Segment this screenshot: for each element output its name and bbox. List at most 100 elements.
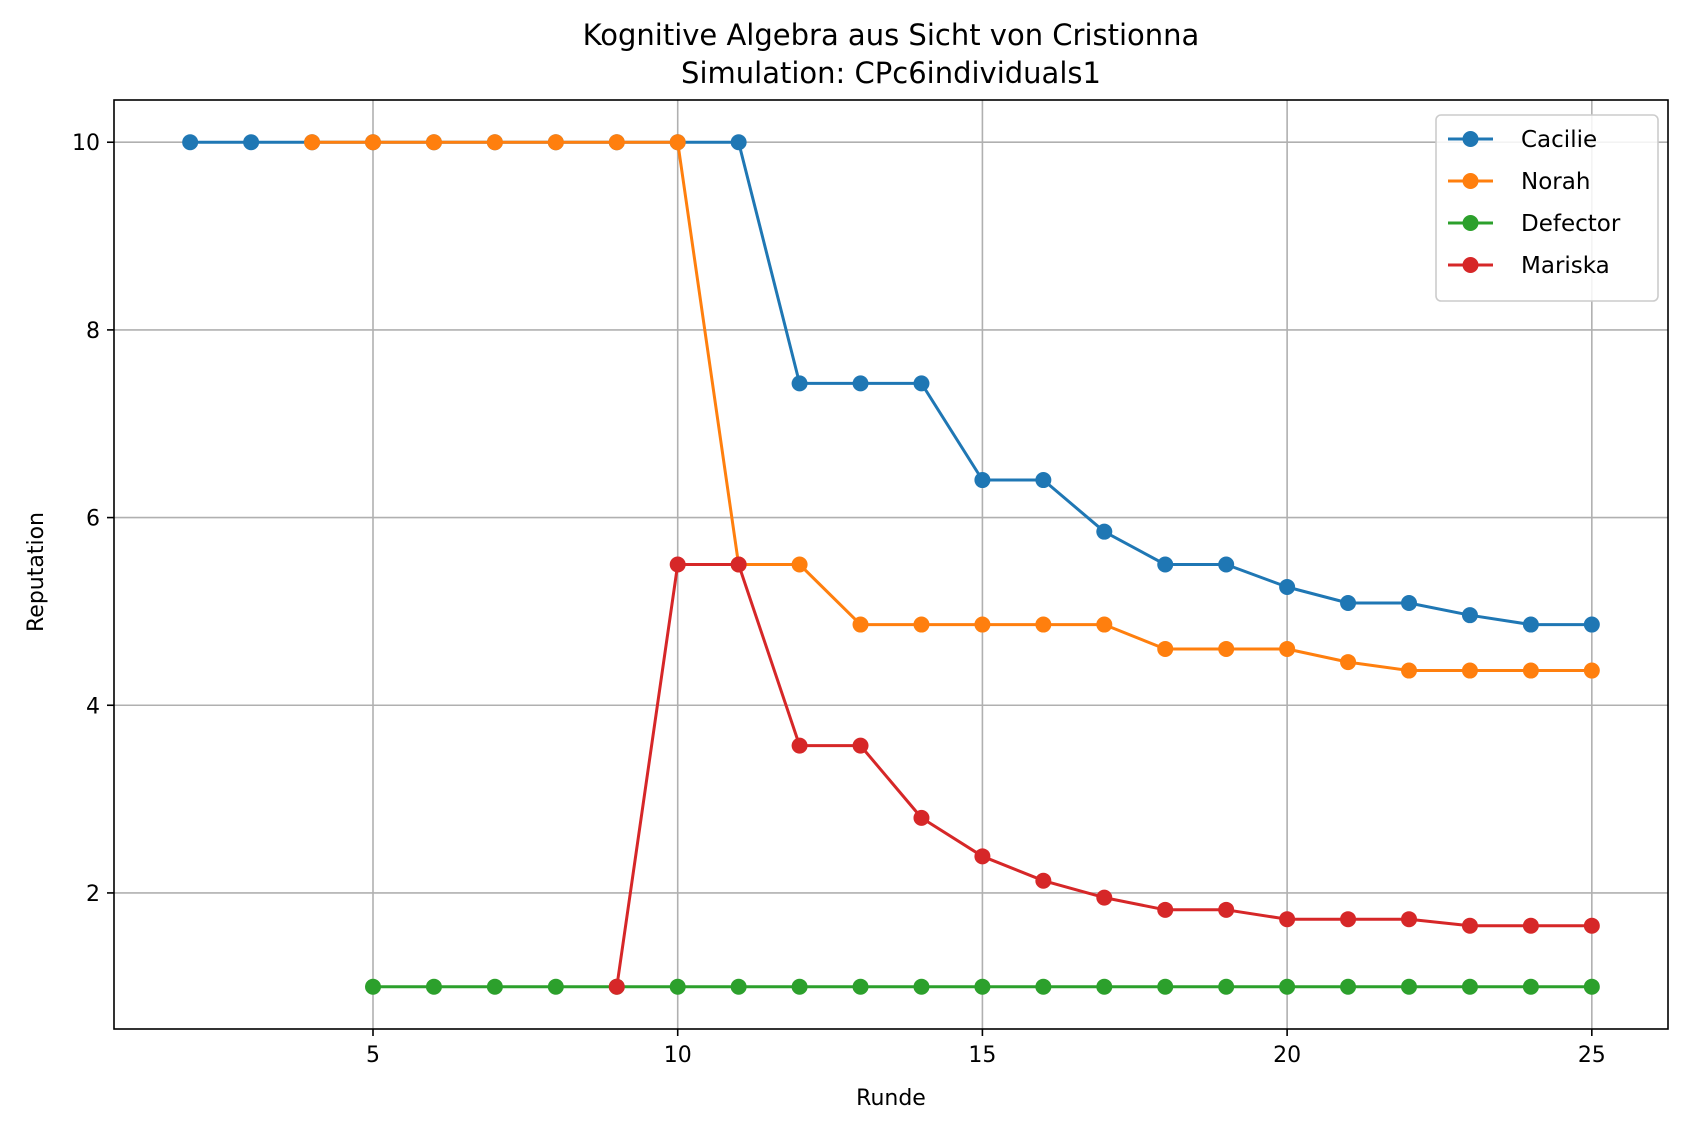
- data-point-mariska: [1218, 901, 1235, 918]
- data-point-norah: [365, 134, 381, 151]
- legend-item-norah: Norah: [1448, 169, 1590, 195]
- data-point-norah: [791, 556, 808, 573]
- legend: Cacilie Norah Defector Mariska: [1435, 114, 1659, 302]
- data-point-cacilie: [243, 134, 260, 151]
- data-point-norah: [913, 616, 930, 633]
- data-point-norah: [1401, 662, 1417, 679]
- x-tick-label: 15: [968, 1043, 996, 1068]
- data-point-defector: [730, 978, 747, 995]
- data-point-mariska: [974, 848, 991, 865]
- legend-label: Cacilie: [1521, 127, 1597, 153]
- data-point-norah: [304, 134, 321, 151]
- data-point-defector: [1157, 978, 1174, 995]
- data-point-defector: [1461, 978, 1478, 995]
- data-point-mariska: [608, 978, 625, 995]
- data-point-defector: [913, 978, 930, 995]
- legend-marker: [1462, 173, 1479, 189]
- data-point-norah: [486, 134, 503, 151]
- x-tick-label: 10: [664, 1043, 692, 1068]
- data-point-defector: [1583, 978, 1600, 995]
- data-point-norah: [974, 616, 991, 633]
- data-point-defector: [1340, 978, 1357, 995]
- data-point-mariska: [791, 737, 808, 754]
- y-tick-label: 6: [86, 507, 100, 532]
- data-point-mariska: [1340, 911, 1357, 928]
- data-point-mariska: [1461, 917, 1478, 934]
- data-point-mariska: [1096, 889, 1113, 906]
- data-point-defector: [669, 978, 686, 995]
- legend-marker: [1462, 131, 1479, 147]
- data-point-cacilie: [1461, 607, 1478, 624]
- data-point-cacilie: [1218, 556, 1235, 573]
- data-point-mariska: [1279, 911, 1296, 928]
- y-tick-label: 4: [86, 694, 100, 719]
- data-point-norah: [425, 134, 442, 151]
- data-point-norah: [1218, 640, 1235, 657]
- data-point-cacilie: [852, 375, 869, 392]
- legend-item-defector: Defector: [1448, 211, 1621, 237]
- data-point-norah: [1279, 640, 1296, 657]
- data-point-defector: [425, 978, 442, 995]
- series-line-norah: [312, 140, 1592, 672]
- data-point-defector: [1218, 978, 1235, 995]
- data-point-cacilie: [1401, 594, 1417, 611]
- data-point-mariska: [1522, 917, 1539, 934]
- data-point-defector: [1522, 978, 1539, 995]
- series-cacilie: [182, 134, 1600, 633]
- data-point-defector: [974, 978, 991, 995]
- data-point-mariska: [1157, 901, 1174, 918]
- data-point-defector: [547, 978, 564, 995]
- x-tick-label: 20: [1273, 1043, 1301, 1068]
- legend-box: [1435, 114, 1659, 302]
- series-mariska: [608, 556, 1600, 995]
- data-point-norah: [1522, 662, 1539, 679]
- legend-marker: [1462, 257, 1479, 273]
- data-point-defector: [852, 978, 869, 995]
- data-point-cacilie: [1583, 616, 1600, 633]
- data-point-norah: [669, 134, 686, 151]
- chart-subtitle: Simulation: CPc6individuals1: [681, 56, 1101, 90]
- series-defector: [365, 978, 1600, 995]
- x-tick-label: 25: [1578, 1043, 1606, 1068]
- y-tick-label: 2: [86, 882, 100, 907]
- data-point-cacilie: [974, 472, 991, 489]
- data-point-norah: [1340, 654, 1357, 671]
- data-point-cacilie: [1157, 556, 1174, 573]
- data-point-norah: [1583, 662, 1600, 679]
- data-point-mariska: [913, 809, 930, 826]
- legend-label: Norah: [1521, 169, 1590, 195]
- data-point-norah: [1035, 616, 1052, 633]
- y-axis-ticks: 2 4 6 8 10: [72, 131, 114, 907]
- data-point-defector: [365, 978, 381, 995]
- data-point-cacilie: [1096, 523, 1113, 540]
- data-point-defector: [1035, 978, 1052, 995]
- data-point-norah: [1461, 662, 1478, 679]
- data-point-cacilie: [791, 375, 808, 392]
- data-point-defector: [791, 978, 808, 995]
- data-point-norah: [1096, 616, 1113, 633]
- data-point-defector: [1401, 978, 1417, 995]
- x-tick-label: 5: [366, 1043, 380, 1068]
- data-point-norah: [852, 616, 869, 633]
- data-point-cacilie: [1279, 579, 1296, 596]
- data-point-cacilie: [182, 134, 199, 151]
- legend-item-mariska: Mariska: [1448, 253, 1610, 279]
- legend-marker: [1462, 215, 1479, 231]
- data-point-cacilie: [1035, 472, 1052, 489]
- data-point-norah: [608, 134, 625, 151]
- data-point-norah: [547, 134, 564, 151]
- y-tick-label: 10: [72, 131, 100, 156]
- data-point-mariska: [1583, 917, 1600, 934]
- legend-item-cacilie: Cacilie: [1448, 127, 1597, 153]
- data-point-defector: [1096, 978, 1113, 995]
- data-point-cacilie: [730, 134, 747, 151]
- data-point-cacilie: [1522, 616, 1539, 633]
- data-point-mariska: [1035, 872, 1052, 889]
- data-point-mariska: [669, 556, 686, 573]
- legend-label: Defector: [1521, 211, 1621, 237]
- data-point-cacilie: [1340, 594, 1357, 611]
- chart-title: Kognitive Algebra aus Sicht von Cristion…: [583, 18, 1200, 52]
- series-line-cacilie: [190, 140, 1592, 627]
- x-axis-ticks: 5 10 15 20 25: [366, 1029, 1606, 1068]
- legend-label: Mariska: [1521, 253, 1610, 279]
